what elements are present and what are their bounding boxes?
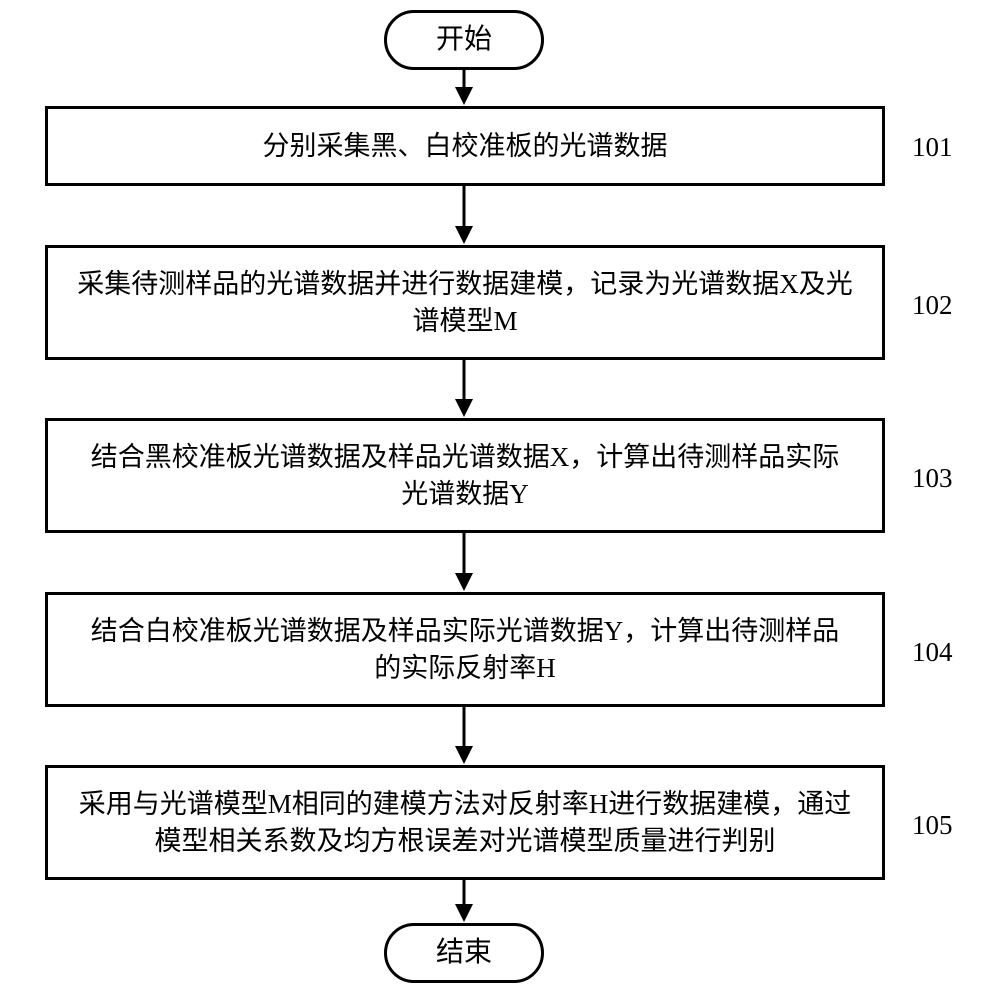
start-terminal: 开始 xyxy=(384,10,544,70)
process-105-text: 采用与光谱模型M相同的建模方法对反射率H进行数据建模，通过 模型相关系数及均方根… xyxy=(79,786,852,859)
process-105: 采用与光谱模型M相同的建模方法对反射率H进行数据建模，通过 模型相关系数及均方根… xyxy=(45,765,885,880)
process-101: 分别采集黑、白校准板的光谱数据 xyxy=(45,106,885,186)
step-label-104: 104 xyxy=(912,637,953,668)
process-102: 采集待测样品的光谱数据并进行数据建模，记录为光谱数据X及光 谱模型M xyxy=(45,245,885,360)
process-101-text: 分别采集黑、白校准板的光谱数据 xyxy=(263,128,668,164)
process-104-text: 结合白校准板光谱数据及样品实际光谱数据Y，计算出待测样品 的实际反射率H xyxy=(91,613,840,686)
step-label-105: 105 xyxy=(912,810,953,841)
process-104: 结合白校准板光谱数据及样品实际光谱数据Y，计算出待测样品 的实际反射率H xyxy=(45,592,885,707)
process-102-text: 采集待测样品的光谱数据并进行数据建模，记录为光谱数据X及光 谱模型M xyxy=(77,266,853,339)
step-label-101: 101 xyxy=(912,132,953,163)
start-label: 开始 xyxy=(436,21,492,59)
end-terminal: 结束 xyxy=(384,923,544,983)
flowchart-canvas: 开始 结束 分别采集黑、白校准板的光谱数据 101 采集待测样品的光谱数据并进行… xyxy=(0,0,997,1000)
step-label-103: 103 xyxy=(912,463,953,494)
end-label: 结束 xyxy=(436,934,492,972)
process-103: 结合黑校准板光谱数据及样品光谱数据X，计算出待测样品实际 光谱数据Y xyxy=(45,418,885,533)
process-103-text: 结合黑校准板光谱数据及样品光谱数据X，计算出待测样品实际 光谱数据Y xyxy=(91,439,840,512)
step-label-102: 102 xyxy=(912,290,953,321)
